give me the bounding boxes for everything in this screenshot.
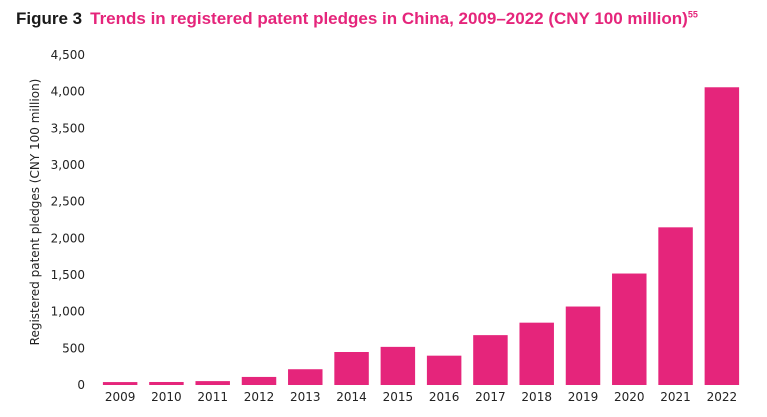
- chart-title: Trends in registered patent pledges in C…: [90, 9, 688, 28]
- y-tick-label: 3,500: [51, 121, 85, 135]
- bar-2018: [519, 322, 554, 385]
- bar-2019: [565, 306, 601, 385]
- x-tick-label-2012: 2012: [244, 390, 275, 404]
- bar-2016: [426, 355, 462, 385]
- x-tick-label-2014: 2014: [336, 390, 367, 404]
- bar-2020: [612, 273, 647, 385]
- x-tick-label-2021: 2021: [660, 390, 691, 404]
- figure-header: Figure 3 Trends in registered patent pled…: [16, 9, 698, 30]
- bar-2021: [658, 227, 693, 385]
- bar-2017: [473, 335, 508, 385]
- y-tick-label: 4,000: [51, 85, 85, 99]
- bar-2011: [195, 381, 230, 385]
- bar-2012: [241, 376, 277, 385]
- bars: [102, 87, 740, 386]
- x-axis-ticks: 2009 2010 2011 2012 2013 2014 2015 2016 2017 2018…: [105, 390, 737, 404]
- y-tick-label: 500: [62, 341, 85, 355]
- figure-label: Figure 3: [16, 9, 83, 28]
- y-tick-label: 4,500: [51, 48, 85, 62]
- bar-2013: [288, 369, 323, 385]
- x-tick-label-2015: 2015: [383, 390, 414, 404]
- bar-2010: [149, 381, 184, 385]
- y-tick-label: 0: [77, 378, 85, 392]
- y-tick-label: 1,000: [51, 305, 85, 319]
- y-axis-title: Registered patent pledges (CNY 100 milli…: [28, 79, 42, 346]
- y-tick-label: 3,000: [51, 158, 85, 172]
- y-tick-label: 2,500: [51, 195, 85, 209]
- x-tick-label-2019: 2019: [568, 390, 599, 404]
- x-tick-label-2022: 2022: [707, 390, 738, 404]
- x-tick-label-2010: 2010: [151, 390, 182, 404]
- bar-2009: [102, 382, 138, 385]
- x-tick-label-2013: 2013: [290, 390, 321, 404]
- x-tick-label-2017: 2017: [475, 390, 506, 404]
- x-tick-label-2016: 2016: [429, 390, 460, 404]
- x-tick-label-2018: 2018: [521, 390, 552, 404]
- y-tick-label: 2,000: [51, 231, 85, 245]
- bar-2022: [704, 87, 740, 386]
- bar-2014: [334, 352, 369, 385]
- y-axis-ticks: 0 500 1,000 1,500 2,000 2,500 3,000 3,500 4,000 4…: [51, 48, 85, 392]
- x-tick-label-2009: 2009: [105, 390, 136, 404]
- x-tick-label-2020: 2020: [614, 390, 645, 404]
- footnote-reference: 55: [687, 9, 698, 20]
- bar-2015: [380, 346, 416, 385]
- x-tick-label-2011: 2011: [197, 390, 228, 404]
- y-tick-label: 1,500: [51, 268, 85, 282]
